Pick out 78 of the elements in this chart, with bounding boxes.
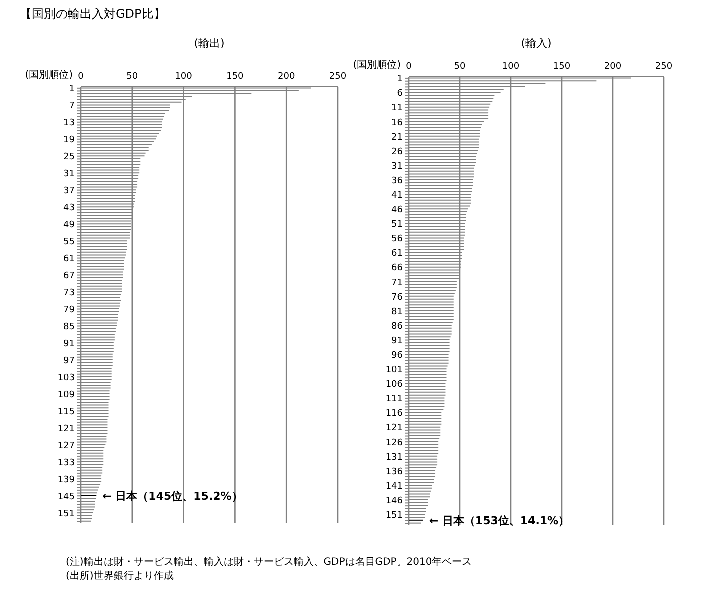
y-tick-label: 106 (386, 380, 404, 390)
y-tick-label: 96 (392, 351, 404, 362)
y-tick-label: 1 (69, 84, 75, 95)
y-tick-label: 43 (64, 204, 75, 214)
y-tick-label: 11 (392, 104, 403, 114)
chart-title: 【国別の輸出入対GDP比】 (20, 6, 166, 23)
y-axis-title: (国別順位) (352, 59, 401, 72)
y-tick-label: 79 (64, 305, 76, 316)
x-tick-label: 250 (329, 72, 347, 82)
y-tick-label: 66 (392, 264, 404, 274)
y-tick-label: 16 (392, 118, 404, 128)
y-tick-label: 151 (58, 509, 75, 520)
y-tick-label: 131 (386, 452, 403, 463)
y-tick-label: 136 (386, 467, 404, 478)
y-tick-label: 26 (392, 147, 404, 158)
y-tick-label: 71 (392, 278, 403, 288)
x-axis-title: (輸入) (520, 36, 553, 51)
x-tick-label: 250 (655, 62, 673, 72)
y-tick-label: 111 (386, 394, 403, 405)
y-tick-label: 127 (58, 441, 75, 452)
x-tick-label: 100 (502, 62, 520, 72)
text: (出所)世界銀行より作成 (66, 570, 175, 584)
y-tick-label: 25 (64, 152, 75, 163)
y-tick-label: 61 (392, 249, 403, 260)
y-tick-label: 91 (392, 336, 403, 346)
y-tick-label: 56 (392, 234, 404, 245)
y-tick-label: 126 (386, 438, 404, 448)
y-tick-label: 109 (58, 390, 76, 400)
x-tick-label: 150 (226, 72, 244, 82)
y-tick-label: 145 (58, 492, 75, 502)
y-tick-label: 76 (392, 292, 404, 303)
y-tick-label: 115 (58, 407, 75, 418)
y-tick-label: 97 (64, 356, 75, 366)
y-tick-label: 31 (392, 162, 403, 172)
y-tick-label: 61 (64, 254, 75, 264)
y-tick-label: 41 (392, 191, 403, 202)
y-tick-label: 67 (64, 271, 75, 282)
y-tick-label: 36 (392, 176, 404, 186)
y-tick-label: 139 (58, 475, 76, 486)
y-tick-label: 31 (64, 170, 75, 180)
y-tick-label: 151 (386, 511, 403, 522)
y-tick-label: 141 (386, 482, 403, 492)
y-tick-label: 121 (58, 424, 75, 434)
y-tick-label: 121 (386, 424, 403, 434)
y-tick-label: 6 (397, 89, 404, 100)
y-tick-label: 55 (64, 237, 75, 248)
x-tick-label: 150 (553, 62, 571, 72)
x-tick-label: 0 (406, 62, 412, 72)
x-tick-label: 100 (175, 72, 193, 82)
y-tick-label: 21 (392, 132, 403, 143)
x-tick-label: 50 (454, 62, 466, 72)
y-tick-label: 85 (64, 322, 75, 332)
y-tick-label: 46 (392, 206, 404, 216)
x-tick-label: 200 (604, 62, 622, 72)
annotation: ← 日本（153位、14.1%） (429, 514, 570, 528)
y-tick-label: 91 (64, 339, 75, 350)
y-tick-label: 73 (64, 288, 75, 298)
y-tick-label: 81 (392, 307, 403, 318)
y-tick-label: 49 (64, 220, 76, 231)
y-tick-label: 13 (64, 118, 75, 129)
x-tick-label: 200 (278, 72, 296, 82)
y-tick-label: 86 (392, 322, 404, 332)
y-tick-label: 116 (386, 409, 404, 420)
y-tick-label: 103 (58, 373, 75, 384)
y-tick-label: 7 (69, 102, 75, 112)
x-tick-label: 50 (126, 72, 138, 82)
y-tick-label: 1 (397, 74, 403, 85)
y-tick-label: 133 (58, 458, 75, 468)
y-tick-label: 51 (392, 220, 403, 230)
x-tick-label: 0 (78, 72, 84, 82)
y-tick-label: 19 (64, 136, 76, 146)
text: (注)輸出は財・サービス輸出、輸入は財・サービス輸入、GDPは名目GDP。2010年ベース (66, 556, 472, 570)
y-tick-label: 146 (386, 496, 404, 506)
y-axis-title: (国別順位) (24, 69, 73, 82)
annotation: ← 日本（145位、15.2%） (102, 490, 243, 504)
y-tick-label: 101 (386, 366, 403, 376)
x-axis-title: (輸出) (193, 36, 226, 51)
y-tick-label: 37 (64, 186, 75, 197)
